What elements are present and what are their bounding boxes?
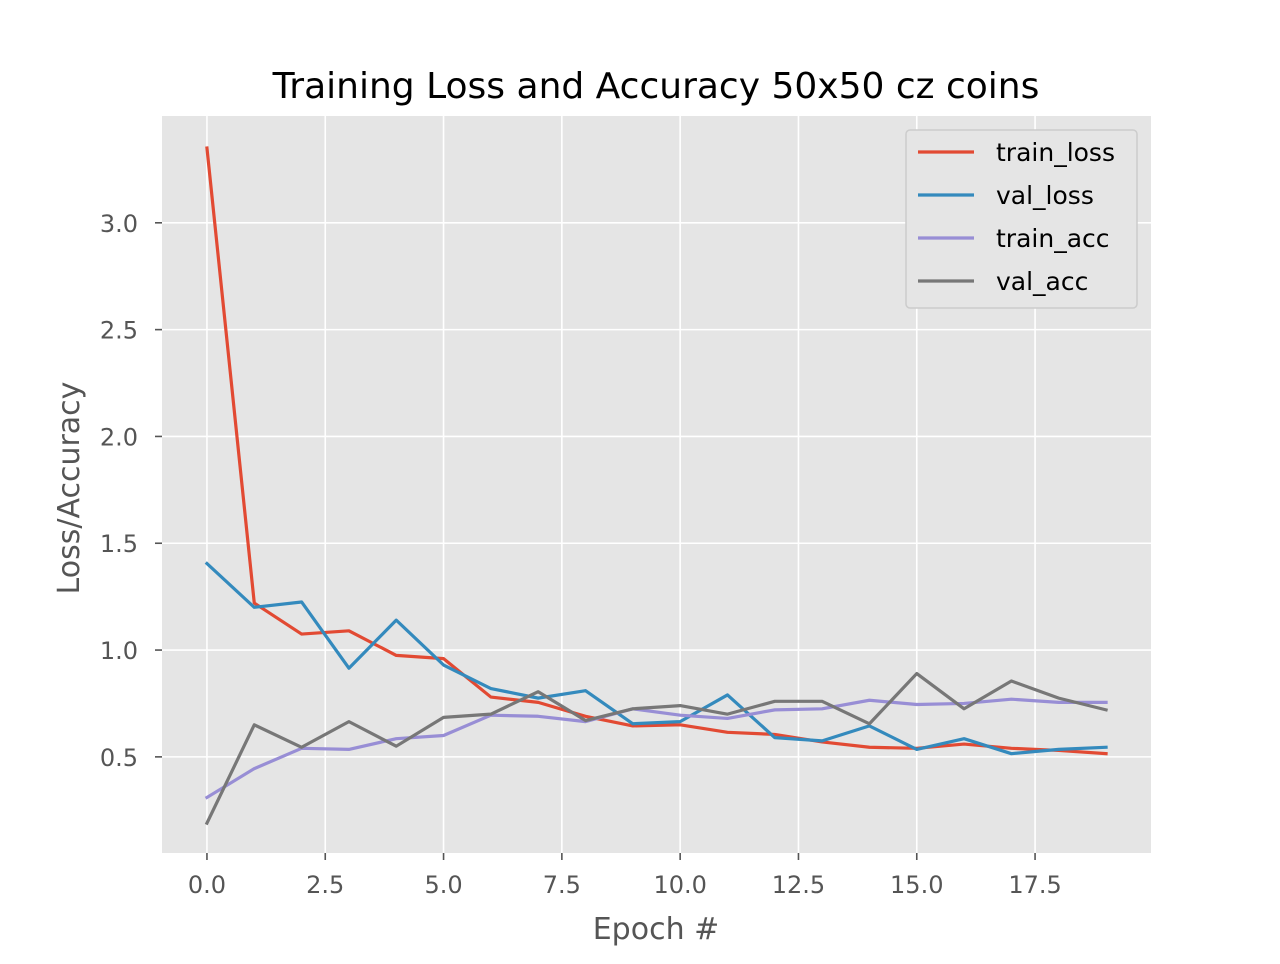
y-tick-label: 2.5 — [100, 317, 138, 345]
y-tick-label: 3.0 — [100, 210, 138, 238]
x-tick-label: 2.5 — [306, 871, 344, 899]
legend: train_loss val_loss train_acc val_acc — [905, 129, 1138, 309]
y-axis-label: Loss/Accuracy — [52, 382, 87, 595]
legend-items: train_loss val_loss train_acc val_acc — [918, 138, 1115, 296]
legend-label-train-loss: train_loss — [996, 138, 1115, 167]
x-tick-label: 0.0 — [188, 871, 226, 899]
legend-box — [905, 129, 1138, 309]
y-tick-label: 1.0 — [100, 637, 138, 665]
y-tick-label: 1.5 — [100, 530, 138, 558]
legend-label-val-loss: val_loss — [996, 181, 1094, 210]
x-tick-label: 10.0 — [653, 871, 706, 899]
series-line-train-loss — [205, 146, 1108, 756]
x-tick-label: 5.0 — [424, 871, 462, 899]
series-line-val-acc — [204, 671, 1108, 826]
legend-label-val-acc: val_acc — [996, 267, 1088, 296]
y-tick-label: 0.5 — [100, 744, 138, 772]
series-line-val-loss — [204, 561, 1108, 756]
legend-label-train-acc: train_acc — [996, 224, 1110, 253]
y-tick-label: 2.0 — [100, 423, 138, 451]
x-tick-label: 17.5 — [1008, 871, 1061, 899]
x-axis-label: Epoch # — [593, 912, 720, 947]
chart-title: Training Loss and Accuracy 50x50 cz coin… — [272, 66, 1040, 107]
x-axis-ticks: 0.0 2.5 5.0 7.5 10.0 12.5 15.0 17.5 — [188, 853, 1062, 899]
series-lines — [204, 146, 1108, 826]
y-axis-ticks: 0.5 1.0 1.5 2.0 2.5 3.0 — [100, 210, 162, 772]
x-tick-label: 12.5 — [772, 871, 825, 899]
x-tick-label: 15.0 — [890, 871, 943, 899]
x-tick-label: 7.5 — [543, 871, 581, 899]
